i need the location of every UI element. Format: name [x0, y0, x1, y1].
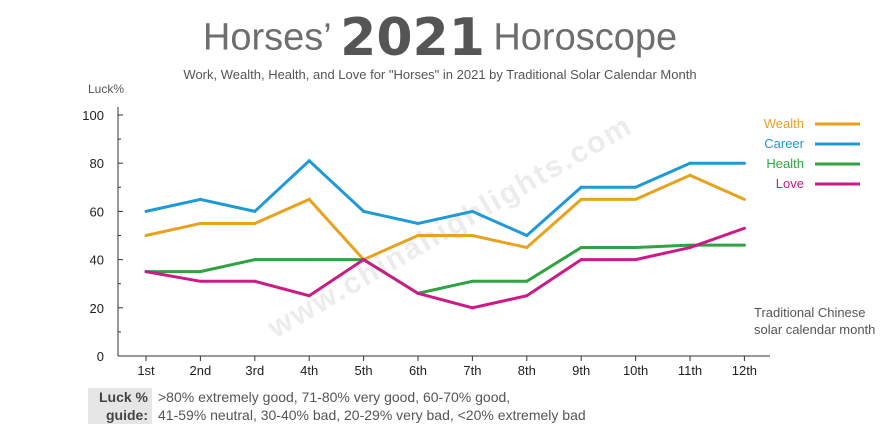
data-point-career — [688, 161, 692, 165]
title-suffix: Horoscope — [493, 16, 678, 59]
data-point-wealth — [144, 234, 148, 237]
x-axis-note: Traditional Chinese solar calendar month — [754, 304, 875, 338]
data-point-love — [742, 226, 746, 230]
x-tick-label: 10th — [623, 363, 648, 378]
data-point-love — [525, 294, 529, 298]
y-axis-label: Luck% — [88, 82, 124, 96]
y-tick-label: 0 — [97, 349, 104, 364]
data-point-career — [144, 209, 148, 213]
legend: Wealth Career Health Love — [764, 116, 860, 191]
data-point-career — [416, 221, 420, 225]
data-point-health — [742, 243, 746, 247]
title-prefix: Horses’ — [202, 16, 332, 59]
x-note-line-2: solar calendar month — [754, 322, 876, 337]
data-point-love — [579, 258, 583, 262]
guide-text: >80% extremely good, 71-80% very good, 6… — [158, 388, 586, 424]
series-layer — [144, 158, 746, 310]
data-point-wealth — [688, 173, 692, 177]
axes: 0 20 40 60 80 100 Luck% 1st 2nd 3rd 4th 5th 6th 7th 8t… — [82, 82, 770, 378]
x-tick-label: 5th — [355, 363, 373, 378]
data-point-love — [307, 294, 311, 298]
guide-label: Luck % guide: — [88, 388, 152, 424]
data-point-career — [742, 161, 746, 165]
series-line-career — [145, 158, 745, 238]
data-point-health — [253, 258, 257, 262]
data-point-health — [525, 279, 529, 283]
guide-label-line-1: Luck % — [98, 389, 148, 405]
x-tick-label: 3rd — [245, 363, 264, 378]
data-point-career — [470, 209, 474, 213]
legend-label-health: Health — [766, 156, 804, 171]
luck-guide: Luck % guide: >80% extremely good, 71-80… — [88, 388, 586, 424]
data-point-career — [198, 197, 202, 201]
data-point-wealth — [525, 246, 529, 250]
data-point-wealth — [579, 197, 583, 201]
series-line-health — [146, 243, 745, 295]
guide-line-1: >80% extremely good, 71-80% very good, 6… — [158, 389, 511, 405]
data-point-health — [307, 258, 311, 262]
x-note-line-1: Traditional Chinese — [754, 305, 866, 320]
data-point-health — [470, 279, 474, 283]
data-point-career — [253, 209, 257, 213]
chart-subtitle: Work, Wealth, Health, and Love for "Hors… — [183, 67, 697, 82]
guide-line-2: 41-59% neutral, 30-40% bad, 20-29% very … — [158, 407, 586, 423]
data-point-health — [579, 246, 583, 250]
x-tick-label: 6th — [409, 363, 427, 378]
data-point-wealth — [470, 234, 474, 237]
x-tick-label: 1st — [137, 363, 155, 378]
x-tick-label: 9th — [572, 363, 590, 378]
y-tick-label: 60 — [90, 204, 104, 219]
data-point-career — [307, 159, 311, 163]
data-point-wealth — [198, 221, 202, 225]
data-point-health — [198, 270, 202, 274]
x-tick-label: 12th — [732, 363, 757, 378]
data-point-career — [525, 234, 529, 237]
y-tick-label: 20 — [90, 301, 104, 316]
legend-label-wealth: Wealth — [764, 116, 804, 131]
guide-label-line-2: guide: — [106, 407, 148, 423]
x-tick-label: 2nd — [190, 363, 212, 378]
watermark: www.chinahighlights.com — [261, 109, 638, 346]
y-tick-label: 80 — [90, 156, 104, 171]
chart-title: Horses’ 2021 Horoscope — [0, 8, 880, 68]
data-point-career — [634, 185, 638, 189]
data-point-health — [634, 246, 638, 250]
legend-label-career: Career — [764, 136, 804, 151]
data-point-love — [688, 246, 692, 250]
series-line-wealth — [145, 173, 746, 262]
data-point-love — [470, 306, 474, 310]
data-point-love — [634, 258, 638, 262]
y-tick-label: 40 — [90, 253, 104, 268]
data-point-love — [198, 279, 202, 283]
title-year: 2021 — [340, 8, 485, 68]
data-point-wealth — [307, 197, 311, 201]
data-point-wealth — [742, 197, 746, 201]
x-tick-label: 4th — [300, 363, 318, 378]
data-point-wealth — [634, 197, 638, 201]
y-tick-label: 100 — [82, 108, 104, 123]
data-point-love — [253, 279, 257, 283]
data-point-career — [362, 209, 366, 213]
x-tick-label: 8th — [518, 363, 536, 378]
x-tick-label: 11th — [678, 363, 702, 378]
data-point-love — [416, 291, 420, 295]
data-point-wealth — [253, 221, 257, 225]
data-point-love — [362, 258, 366, 262]
legend-label-love: Love — [776, 176, 804, 191]
x-tick-label: 7th — [463, 363, 481, 378]
data-point-career — [579, 185, 583, 189]
data-point-wealth — [416, 234, 420, 237]
series-line-love — [145, 226, 745, 310]
data-point-love — [144, 270, 148, 274]
